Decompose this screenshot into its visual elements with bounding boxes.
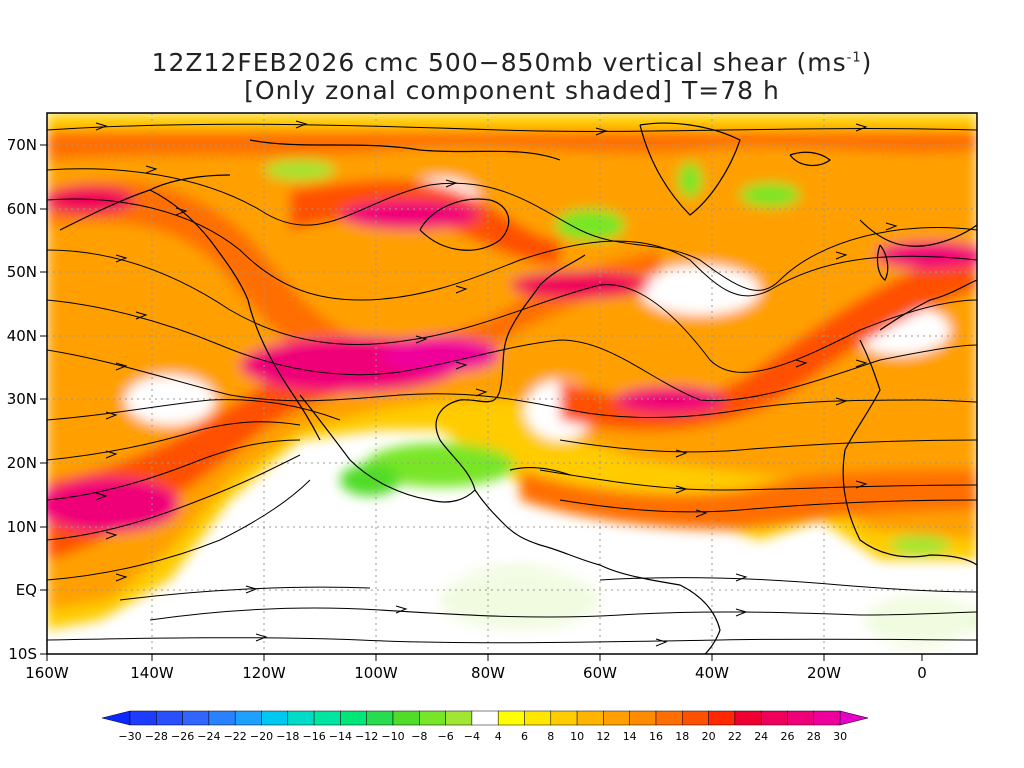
streamline-arrows bbox=[95, 120, 898, 647]
colorbar-swatch bbox=[682, 710, 709, 726]
map-frame bbox=[46, 112, 978, 655]
lon-label: 20W bbox=[807, 664, 841, 682]
colorbar-swatch bbox=[419, 710, 446, 726]
colorbar-label: −18 bbox=[276, 730, 299, 743]
colorbar-swatch bbox=[629, 710, 657, 726]
colorbar-label: −22 bbox=[224, 730, 247, 743]
colorbar-label: −14 bbox=[329, 730, 352, 743]
colorbar-label: −28 bbox=[145, 730, 168, 743]
colorbar-end-low bbox=[101, 710, 131, 726]
colorbar-label: 22 bbox=[728, 730, 742, 743]
colorbar-swatch bbox=[708, 710, 736, 726]
colorbar-label: 24 bbox=[754, 730, 768, 743]
map-title-line1: 12Z12FEB2026 cmc 500−850mb vertical shea… bbox=[0, 48, 1024, 77]
colorbar-swatch bbox=[392, 710, 420, 726]
colorbar-label: −8 bbox=[411, 730, 427, 743]
colorbar-swatch bbox=[471, 710, 499, 726]
lon-label: 120W bbox=[242, 664, 286, 682]
title-text: 12Z12FEB2026 cmc 500−850mb vertical shea… bbox=[151, 48, 847, 77]
lon-label: 100W bbox=[354, 664, 398, 682]
lon-label: 160W bbox=[25, 664, 69, 682]
colorbar-label: 18 bbox=[675, 730, 689, 743]
lon-label: 0 bbox=[917, 664, 927, 682]
colorbar-label: 14 bbox=[623, 730, 637, 743]
axis-ticks bbox=[40, 144, 923, 661]
streamlines bbox=[47, 123, 977, 644]
colorbar-swatch bbox=[524, 710, 552, 726]
lon-label: 80W bbox=[471, 664, 505, 682]
shear-shading bbox=[47, 113, 977, 654]
lat-label: EQ bbox=[16, 581, 37, 599]
lat-label: 70N bbox=[7, 136, 37, 154]
colorbar-label: 8 bbox=[547, 730, 554, 743]
lon-label: 40W bbox=[695, 664, 729, 682]
lon-label: 60W bbox=[583, 664, 617, 682]
colorbar-label: −10 bbox=[381, 730, 404, 743]
colorbar-label: −20 bbox=[250, 730, 273, 743]
colorbar-swatch bbox=[760, 710, 788, 726]
grid-lines bbox=[47, 113, 977, 654]
lat-label: 10S bbox=[8, 645, 37, 663]
colorbar-label: −6 bbox=[437, 730, 453, 743]
lat-label: 40N bbox=[7, 327, 37, 345]
colorbar-label: 28 bbox=[807, 730, 821, 743]
colorbar-label: 12 bbox=[596, 730, 610, 743]
lat-label: 20N bbox=[7, 454, 37, 472]
colorbar-swatch bbox=[366, 710, 394, 726]
colorbar-label: −24 bbox=[197, 730, 220, 743]
colorbar-label: 26 bbox=[781, 730, 795, 743]
colorbar-swatch bbox=[234, 710, 262, 726]
colorbar: −30 −28 −26 −24 −22 −20 −18 −16 −14 −12 −10 −8 −6 −4 4… bbox=[101, 710, 869, 743]
colorbar-swatch bbox=[261, 710, 289, 726]
colorbar-label: −30 bbox=[118, 730, 141, 743]
colorbar-swatch bbox=[445, 710, 473, 726]
title-superscript: -1 bbox=[846, 50, 862, 66]
colorbar-swatch bbox=[603, 710, 630, 726]
colorbar-swatch bbox=[550, 710, 578, 726]
colorbar-end-high bbox=[839, 710, 869, 726]
lon-label: 140W bbox=[130, 664, 174, 682]
colorbar-swatch bbox=[129, 710, 157, 726]
colorbar-swatch bbox=[340, 710, 367, 726]
colorbar-swatch bbox=[813, 710, 841, 726]
colorbar-swatch bbox=[576, 710, 604, 726]
colorbar-label: −16 bbox=[302, 730, 325, 743]
colorbar-label: −4 bbox=[464, 730, 480, 743]
lat-label: 50N bbox=[7, 263, 37, 281]
lat-label: 10N bbox=[7, 518, 37, 536]
colorbar-label: 6 bbox=[521, 730, 528, 743]
colorbar-swatch bbox=[787, 710, 815, 726]
colorbar-label: 4 bbox=[495, 730, 502, 743]
colorbar-swatch bbox=[156, 710, 183, 726]
colorbar-label: 30 bbox=[833, 730, 847, 743]
colorbar-swatch bbox=[208, 710, 236, 726]
longitude-labels: 160W 140W 120W 100W 80W 60W 40W 20W 0 bbox=[25, 664, 927, 682]
map-title-line2: [Only zonal component shaded] T=78 h bbox=[244, 76, 780, 105]
colorbar-swatch bbox=[655, 710, 683, 726]
colorbar-swatch bbox=[182, 710, 210, 726]
colorbar-swatch bbox=[287, 710, 315, 726]
colorbar-label: 16 bbox=[649, 730, 663, 743]
lat-label: 60N bbox=[7, 200, 37, 218]
colorbar-swatch bbox=[734, 710, 762, 726]
title-paren: ) bbox=[861, 48, 873, 77]
colorbar-label: 10 bbox=[570, 730, 584, 743]
colorbar-label: −26 bbox=[171, 730, 194, 743]
latitude-labels: 70N 60N 50N 40N 30N 20N 10N EQ 10S bbox=[7, 136, 37, 663]
lat-label: 30N bbox=[7, 390, 37, 408]
colorbar-swatch bbox=[497, 710, 525, 726]
colorbar-label: −12 bbox=[355, 730, 378, 743]
colorbar-swatch bbox=[313, 710, 341, 726]
colorbar-label: 20 bbox=[702, 730, 716, 743]
